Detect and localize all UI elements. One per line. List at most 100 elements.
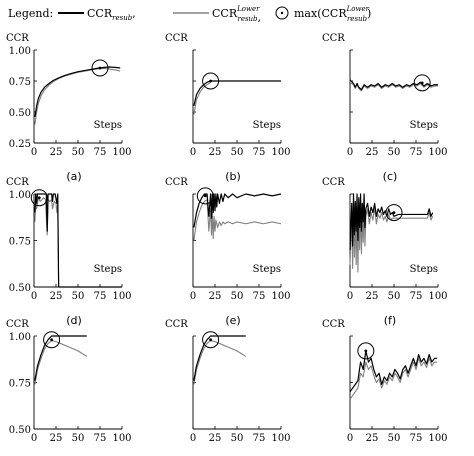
series-line — [193, 81, 211, 115]
max-marker-dot — [364, 349, 368, 353]
x-axis-label: Steps — [253, 264, 281, 275]
x-tick-label: 0 — [31, 433, 37, 444]
x-tick-label: 25 — [209, 433, 222, 444]
max-marker-dot — [392, 211, 396, 215]
series-line — [34, 340, 88, 385]
x-axis-label: Steps — [410, 264, 438, 275]
y-tick-label: 0.25 — [9, 139, 31, 150]
y-axis-label: CCR — [165, 177, 188, 188]
legend-label-suffix: ) — [367, 7, 371, 20]
series-line — [349, 357, 438, 400]
x-tick-label: 75 — [253, 291, 266, 302]
chart-panel: CCR 0 25 50 75 100 Steps (e) — [165, 177, 291, 327]
x-tick-label: 75 — [94, 433, 107, 444]
legend-separator: , — [258, 11, 262, 24]
legend-entry: max(CCRLower resub) — [275, 5, 371, 23]
legend-separator: , — [132, 7, 136, 20]
x-tick-label: 25 — [366, 291, 379, 302]
panel-caption: (a) — [66, 170, 81, 183]
max-marker-dot — [98, 66, 102, 70]
x-tick-label: 100 — [112, 147, 131, 158]
x-tick-label: 75 — [410, 291, 423, 302]
x-tick-label: 0 — [31, 291, 37, 302]
x-tick-label: 75 — [410, 147, 423, 158]
panel-caption: (d) — [66, 314, 82, 327]
max-marker-circle — [196, 187, 214, 205]
x-tick-label: 100 — [271, 433, 290, 444]
y-axis-label: CCR — [165, 319, 188, 330]
legend-circle-icon — [275, 6, 289, 20]
y-tick-label: 1.00 — [9, 332, 31, 343]
x-tick-label: 75 — [253, 433, 266, 444]
x-tick-label: 75 — [94, 147, 107, 158]
x-tick-label: 50 — [231, 147, 244, 158]
x-tick-label: 100 — [112, 433, 131, 444]
panel-caption: (e) — [225, 314, 240, 327]
legend-entry: CCRresub, — [58, 7, 136, 22]
y-axis-label: CCR — [6, 319, 29, 330]
series-line — [349, 350, 438, 393]
y-axis-label: CCR — [6, 177, 29, 188]
x-tick-label: 100 — [428, 147, 447, 158]
legend-label: CCRresub, — [87, 7, 136, 22]
x-tick-label: 75 — [94, 291, 107, 302]
x-tick-label: 100 — [112, 291, 131, 302]
legend-label-sup: Lower — [236, 5, 260, 13]
x-tick-label: 100 — [428, 291, 447, 302]
y-tick-label: 0.50 — [9, 283, 31, 294]
legend-label-main: CCR — [212, 7, 238, 20]
max-marker-circle — [43, 331, 61, 349]
x-tick-label: 50 — [231, 433, 244, 444]
y-tick-label: 1.00 — [9, 46, 31, 57]
max-marker-dot — [420, 81, 424, 85]
x-tick-label: 50 — [231, 291, 244, 302]
panel-caption: (f) — [384, 314, 396, 327]
x-tick-label: 50 — [72, 291, 85, 302]
max-marker-dot — [209, 338, 213, 342]
series-line — [349, 193, 434, 250]
x-tick-label: 75 — [410, 433, 423, 444]
y-axis-label: CCR — [322, 177, 345, 188]
max-marker-circle — [385, 204, 403, 222]
x-tick-label: 50 — [72, 433, 85, 444]
x-tick-label: 100 — [271, 147, 290, 158]
x-tick-label: 0 — [347, 433, 353, 444]
x-axis-label: Steps — [94, 120, 122, 131]
legend-label: max(CCRLower resub) — [294, 5, 371, 23]
max-marker-dot — [203, 194, 207, 198]
legend-label-main: max(CCR — [294, 7, 347, 20]
x-tick-label: 50 — [388, 291, 401, 302]
x-tick-label: 25 — [50, 291, 63, 302]
panel-caption: (c) — [383, 170, 398, 183]
x-axis-label: Steps — [410, 120, 438, 131]
x-tick-label: 0 — [190, 147, 196, 158]
legend-label-sup: Lower — [346, 5, 370, 13]
x-tick-label: 25 — [50, 433, 63, 444]
y-axis-label: CCR — [322, 319, 345, 330]
series-line — [193, 335, 246, 381]
x-tick-label: 50 — [388, 147, 401, 158]
y-tick-label: 0.50 — [9, 108, 31, 119]
legend-entry: CCRLower resub, — [173, 5, 261, 24]
x-tick-label: 50 — [388, 433, 401, 444]
x-tick-label: 25 — [366, 147, 379, 158]
max-marker-dot — [37, 196, 41, 200]
max-marker-circle — [30, 189, 48, 207]
chart-panel: CCR 0 25 50 75 100 Steps (b) — [165, 33, 291, 183]
x-tick-label: 25 — [366, 433, 379, 444]
y-tick-label: 0.75 — [9, 379, 31, 390]
legend-label: CCRLower resub, — [212, 5, 261, 24]
y-tick-label: 0.50 — [9, 425, 31, 436]
x-tick-label: 0 — [347, 291, 353, 302]
legend-label-main: CCR — [87, 7, 113, 20]
legend-title: Legend: — [8, 7, 53, 20]
max-marker-circle — [202, 331, 220, 349]
x-tick-label: 100 — [271, 291, 290, 302]
x-tick-label: 100 — [428, 433, 447, 444]
series-line — [193, 340, 247, 385]
chart-panel: CCR 0 25 50 75 100 Steps (f) — [322, 177, 448, 327]
panel-caption: (b) — [225, 170, 241, 183]
series-line — [349, 81, 438, 92]
